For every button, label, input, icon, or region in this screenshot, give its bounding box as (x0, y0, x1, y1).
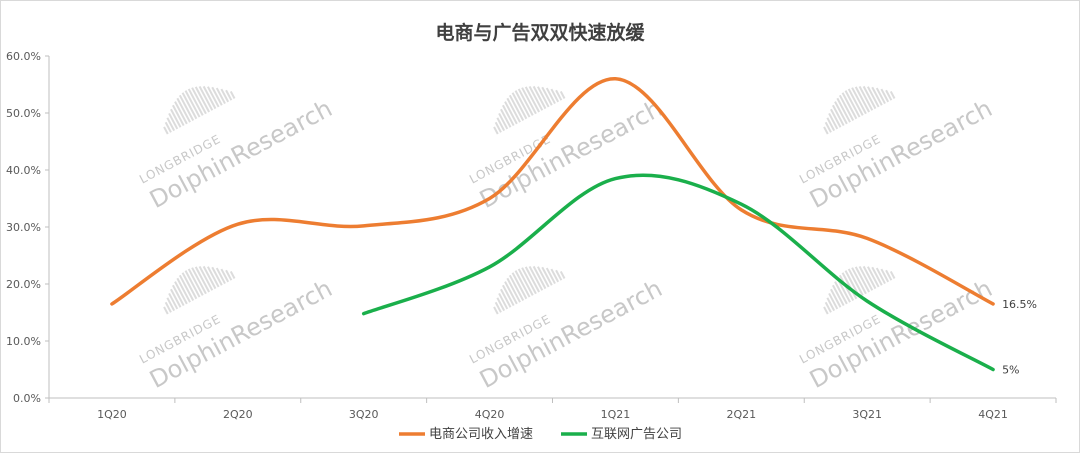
watermark-logo-icon (493, 85, 566, 135)
legend-item: 电商公司收入增速 (399, 427, 533, 442)
y-tick-label: 30.0% (6, 221, 41, 234)
data-point (488, 197, 492, 201)
watermark-logo-icon (493, 265, 566, 315)
data-point (613, 77, 617, 81)
data-point (236, 222, 240, 226)
y-tick-label: 10.0% (6, 335, 41, 348)
y-tick-label: 60.0% (6, 50, 41, 63)
x-tick-label: 3Q21 (852, 408, 882, 421)
legend-label: 互联网广告公司 (591, 427, 682, 442)
x-tick-label: 3Q20 (349, 408, 379, 421)
data-point (739, 208, 743, 212)
end-data-label: 5% (1002, 364, 1019, 377)
data-point (110, 302, 114, 306)
watermark-logo-icon (823, 265, 896, 315)
y-tick-label: 0.0% (13, 392, 41, 405)
watermark-logo-icon (163, 265, 236, 315)
y-axis: 0.0% 10.0% 20.0% 30.0% 40.0% 50.0% 60.0% (6, 50, 50, 405)
data-point (362, 312, 366, 316)
data-point (991, 302, 995, 306)
x-tick-label: 4Q20 (475, 408, 505, 421)
x-tick-label: 4Q21 (978, 408, 1008, 421)
x-tick-label: 2Q21 (726, 408, 756, 421)
chart-title: 电商与广告双双快速放缓 (435, 21, 645, 44)
data-point (362, 224, 366, 228)
data-point (991, 368, 995, 372)
x-tick-label: 2Q20 (223, 408, 253, 421)
y-tick-label: 50.0% (6, 107, 41, 120)
data-labels: 16.5% 5% (1002, 298, 1037, 377)
x-tick-label: 1Q20 (97, 408, 127, 421)
data-point (865, 299, 869, 303)
legend-label: 电商公司收入增速 (429, 427, 533, 442)
watermark-logo-icon (823, 85, 896, 135)
legend-item: 互联网广告公司 (561, 427, 682, 442)
y-tick-label: 20.0% (6, 278, 41, 291)
series-line-0 (110, 77, 995, 306)
y-tick-label: 40.0% (6, 164, 41, 177)
watermark-logo-icon (163, 85, 236, 135)
series-line-1 (361, 173, 995, 372)
data-point (613, 177, 617, 181)
x-tick-label: 1Q21 (601, 408, 631, 421)
data-point (488, 265, 492, 269)
data-point (865, 236, 869, 240)
end-data-label: 16.5% (1002, 298, 1037, 311)
data-point (739, 202, 743, 206)
legend: 电商公司收入增速 互联网广告公司 (399, 427, 682, 442)
series-layer (110, 77, 995, 372)
x-axis: 1Q20 2Q20 3Q20 4Q20 1Q21 2Q21 3Q21 4Q21 (48, 397, 1057, 421)
